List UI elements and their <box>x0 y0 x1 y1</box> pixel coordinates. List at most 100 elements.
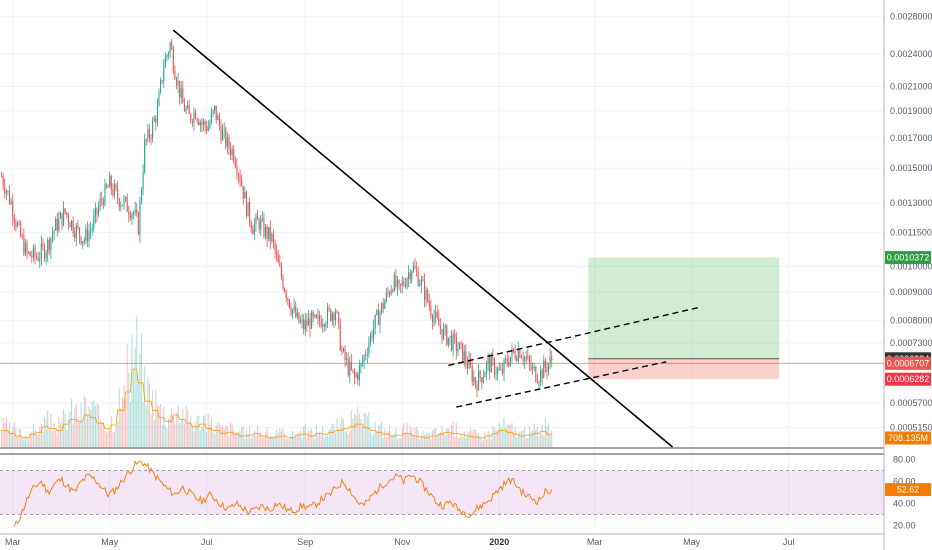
volume-bar <box>15 428 17 447</box>
descending-trendline[interactable] <box>172 29 674 448</box>
candle-body <box>140 190 143 202</box>
candle-body <box>409 272 411 280</box>
candle-body <box>495 373 497 375</box>
candle-body <box>199 122 201 125</box>
volume-bar <box>532 430 534 447</box>
volume-bar <box>326 435 329 447</box>
volume-bar <box>196 415 198 447</box>
volume-bar <box>45 419 47 447</box>
candle-body <box>153 118 155 122</box>
channel-line[interactable] <box>456 361 667 408</box>
volume-bar <box>145 405 147 447</box>
volume-bar <box>206 432 208 447</box>
profit-zone[interactable] <box>588 257 780 359</box>
candle-body <box>411 271 413 280</box>
volume-bar <box>306 437 308 447</box>
volume-bar <box>463 431 465 447</box>
candle-body <box>414 265 416 269</box>
candle-body <box>285 291 287 299</box>
candle-body <box>148 129 151 138</box>
candle-body <box>408 272 410 279</box>
candle-body <box>547 363 550 372</box>
loss-zone[interactable] <box>588 358 780 380</box>
volume-bar <box>509 424 511 447</box>
time-tick-label: 2020 <box>489 537 509 547</box>
volume-bar <box>263 435 265 447</box>
target-price-tag <box>885 251 931 265</box>
volume-bar <box>85 398 87 447</box>
trade-box[interactable] <box>588 257 780 380</box>
volume-bar <box>304 423 306 447</box>
volume-bar <box>514 427 516 447</box>
volume-bar <box>365 413 367 447</box>
candle-body <box>263 218 265 237</box>
volume-bar <box>315 424 317 447</box>
volume-bar <box>528 425 531 447</box>
candle-body <box>416 268 418 272</box>
volume-bar <box>110 415 112 447</box>
volume-bar <box>198 415 200 447</box>
volume-bar <box>140 333 143 447</box>
candle-body <box>525 357 527 359</box>
volume-bar <box>465 437 467 447</box>
candle-body <box>361 361 364 364</box>
volume-bar <box>435 428 437 447</box>
candle-body <box>276 251 278 255</box>
candle-body <box>51 234 54 239</box>
rsi-tick-label: 20.00 <box>893 521 916 531</box>
volume-bar <box>314 439 316 447</box>
trend-lines[interactable] <box>172 29 700 448</box>
candle-body <box>298 312 300 323</box>
volume-bar <box>551 430 553 447</box>
time-tick-label: Mar <box>587 537 603 547</box>
candle-body <box>489 357 491 373</box>
volume-bar <box>51 431 54 447</box>
volume-bar <box>13 422 15 447</box>
candle-body <box>431 315 434 322</box>
candle-body <box>287 298 289 300</box>
price-axis[interactable]: 0.0028000 0.0024000 0.0021000 0.0019000 0.00… <box>890 12 932 531</box>
volume-bar <box>272 438 275 447</box>
candle-body <box>160 80 162 93</box>
volume-bar <box>247 433 249 447</box>
candle-body <box>223 128 225 131</box>
volume-bar <box>264 432 267 447</box>
candle-body <box>439 325 441 330</box>
volume-bar <box>105 432 108 447</box>
candle-body <box>134 209 136 213</box>
candle-body <box>373 327 375 339</box>
time-axis[interactable]: Mar May Jul Sep Nov 2020 Mar May Jul <box>5 537 794 547</box>
candle-body <box>532 367 534 369</box>
candle-body <box>347 358 349 376</box>
candle-body <box>481 377 483 383</box>
candle-body <box>16 223 19 227</box>
candle-body <box>86 228 89 242</box>
candle-body <box>436 311 438 318</box>
candle-body <box>250 221 252 229</box>
volume-bar <box>303 426 305 447</box>
volume-bar <box>388 425 391 447</box>
price-tick-label: 0.0019000 <box>890 106 932 116</box>
candle-body <box>166 55 168 58</box>
volume-bar <box>218 423 220 447</box>
candle-body <box>174 70 176 79</box>
candle-body <box>398 280 400 285</box>
candle-body <box>291 309 294 314</box>
volume-bar <box>188 421 190 447</box>
volume-bar <box>474 429 476 447</box>
candle-body <box>10 201 12 204</box>
volume-bar <box>276 430 278 447</box>
candle-body <box>444 325 446 328</box>
candle-body <box>406 278 408 287</box>
channel-line[interactable] <box>448 306 700 367</box>
volume-bar <box>36 434 38 447</box>
price-tick-label: 0.0028000 <box>890 12 932 22</box>
volume-bar <box>431 430 434 447</box>
candle-body <box>32 247 34 258</box>
candle-body <box>369 334 372 344</box>
candle-body <box>512 348 515 352</box>
volume-bar <box>449 433 451 447</box>
volume-bar <box>66 429 68 447</box>
candle-body <box>121 205 123 206</box>
